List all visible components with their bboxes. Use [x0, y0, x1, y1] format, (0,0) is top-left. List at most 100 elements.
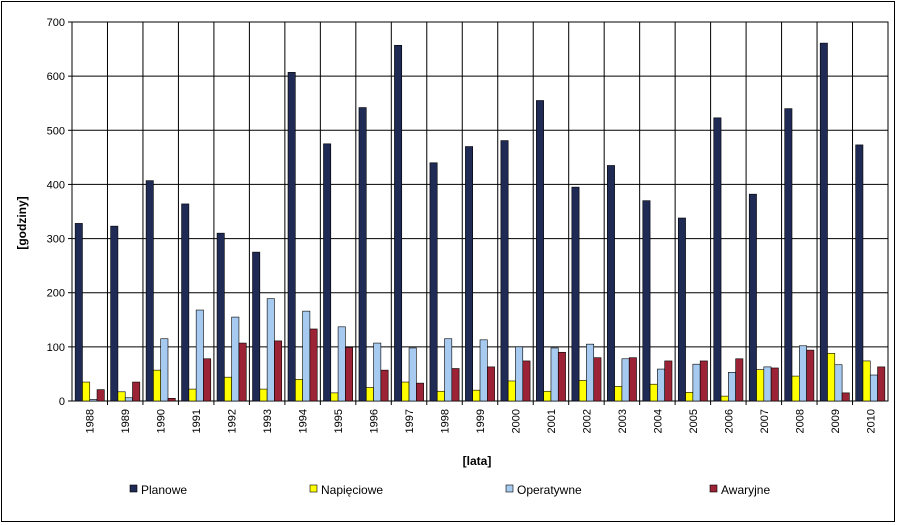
bar-awaryjne-1997: [416, 382, 424, 402]
bar-awaryjne-2005: [699, 360, 708, 402]
legend-swatch-operatywne: [505, 484, 514, 493]
x-tick-label: 1996: [369, 409, 381, 433]
x-tick-label: 1992: [227, 409, 239, 433]
x-tick-label: 2001: [546, 409, 558, 433]
bar-planowe-2001: [536, 100, 544, 402]
bar-napięciowe-2002: [578, 380, 587, 402]
bar-planowe-2008: [784, 108, 793, 402]
bar-planowe-1994: [287, 72, 296, 402]
bar-operatywne-2009: [834, 364, 843, 402]
bar-operatywne-1991: [195, 309, 204, 402]
bar-operatywne-1994: [302, 310, 311, 402]
x-tick-label: 2005: [688, 409, 700, 433]
bar-napięciowe-1993: [259, 388, 268, 402]
x-tick-label: 1989: [120, 409, 132, 433]
y-tick-label: 300: [47, 234, 65, 246]
y-tick-label: 200: [47, 288, 65, 300]
x-tick-label: 1997: [404, 409, 416, 433]
bar-napięciowe-1988: [82, 381, 91, 402]
bar-operatywne-1992: [231, 316, 240, 402]
bar-awaryjne-1988: [96, 389, 105, 402]
bar-operatywne-1996: [373, 342, 382, 402]
legend-swatch-napięciowe: [309, 484, 318, 493]
y-tick-label: 400: [47, 179, 65, 191]
bar-operatywne-1997: [408, 347, 417, 402]
bar-operatywne-2003: [621, 358, 630, 402]
bar-planowe-1999: [465, 146, 473, 402]
bar-awaryjne-1989: [132, 381, 141, 402]
bar-awaryjne-2009: [841, 392, 850, 402]
bar-operatywne-1999: [479, 339, 488, 402]
x-tick-label: 1991: [191, 409, 203, 433]
bar-napięciowe-2009: [827, 353, 836, 402]
bar-napięciowe-2005: [685, 392, 694, 402]
bar-planowe-1992: [216, 232, 225, 402]
bar-napięciowe-1997: [401, 381, 410, 402]
bar-planowe-2003: [607, 165, 615, 402]
bar-operatywne-1998: [444, 338, 453, 402]
bar-planowe-2005: [677, 217, 686, 402]
x-tick-label: 2007: [759, 409, 771, 433]
bar-planowe-2006: [713, 117, 722, 402]
bar-planowe-1997: [394, 44, 403, 402]
bar-operatywne-2006: [728, 372, 736, 402]
bar-napięciowe-2006: [720, 395, 729, 402]
bar-awaryjne-1998: [451, 368, 460, 402]
x-tick-label: 2004: [652, 409, 664, 433]
bar-planowe-1996: [358, 107, 367, 402]
bar-awaryjne-1995: [345, 347, 353, 402]
bar-planowe-2004: [642, 200, 651, 402]
bar-napięciowe-2007: [756, 369, 765, 402]
bar-planowe-1995: [323, 143, 332, 402]
bar-napięciowe-1995: [330, 392, 339, 402]
bar-operatywne-1989: [124, 397, 133, 402]
x-tick-label: 1999: [475, 409, 487, 433]
bar-napięciowe-2004: [649, 383, 658, 402]
bar-operatywne-1995: [337, 326, 346, 402]
y-tick-label: 600: [47, 71, 65, 83]
x-tick-label: 2000: [510, 409, 522, 433]
bar-operatywne-2007: [763, 366, 772, 402]
x-tick-label: 1995: [333, 409, 345, 433]
bar-operatywne-2010: [869, 374, 878, 402]
bar-awaryjne-2008: [806, 349, 815, 402]
bar-napięciowe-1999: [472, 389, 481, 402]
bar-napięciowe-2010: [862, 360, 871, 402]
bar-awaryjne-2003: [628, 357, 637, 402]
bar-planowe-1990: [145, 180, 154, 402]
bar-planowe-2007: [748, 193, 757, 402]
bar-awaryjne-2000: [522, 360, 531, 402]
x-tick-label: 2006: [723, 409, 735, 433]
bar-operatywne-2001: [550, 347, 559, 402]
bar-awaryjne-2004: [664, 360, 673, 402]
bar-planowe-2000: [500, 140, 509, 402]
x-tick-label: 2003: [617, 409, 629, 433]
legend-label-napięciowe: Napięciowe: [321, 483, 383, 497]
y-tick-label: 700: [47, 17, 65, 29]
x-tick-label: 1993: [262, 409, 274, 433]
x-tick-label: 2009: [830, 409, 842, 433]
legend-label-awaryjne: Awaryjne: [721, 483, 770, 497]
bar-napięciowe-1996: [365, 387, 374, 402]
plot-area: 0 100 200 300 400 500 600 700 1988 1989 1990 1991 19…: [47, 17, 889, 433]
x-tick-label: 1990: [156, 409, 168, 433]
bar-awaryjne-1994: [309, 328, 318, 402]
bar-awaryjne-1996: [380, 369, 389, 402]
y-axis-title: [godziny]: [15, 196, 29, 249]
bar-napięciowe-1990: [153, 369, 161, 402]
y-tick-label: 500: [47, 125, 65, 137]
bar-planowe-2009: [819, 42, 828, 402]
bar-napięciowe-2000: [507, 380, 516, 402]
bar-awaryjne-1991: [203, 358, 212, 402]
bar-awaryjne-1993: [274, 340, 283, 402]
bar-operatywne-1988: [89, 399, 98, 402]
bar-napięciowe-1998: [436, 390, 445, 402]
bar-awaryjne-1992: [238, 342, 247, 402]
bar-planowe-1989: [110, 225, 119, 402]
bar-operatywne-2004: [657, 368, 665, 402]
bar-operatywne-2008: [799, 345, 807, 402]
bar-operatywne-1990: [160, 338, 169, 402]
bar-napięciowe-2001: [543, 390, 552, 402]
bar-operatywne-1993: [266, 298, 275, 402]
bar-napięciowe-1994: [295, 379, 303, 402]
